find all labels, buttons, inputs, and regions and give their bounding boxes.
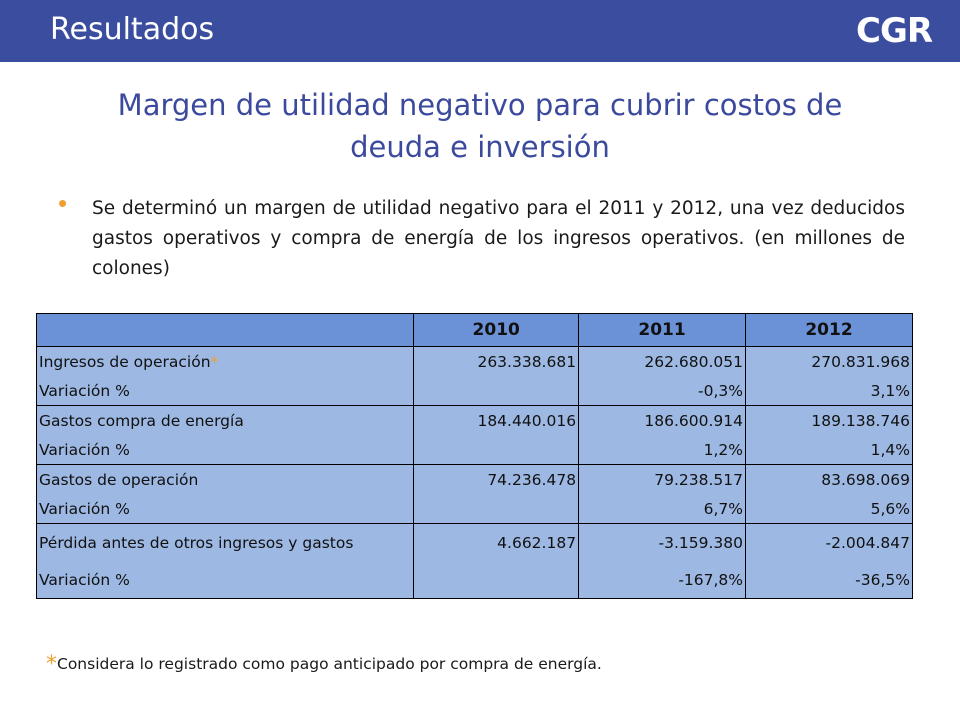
header-cell-2010: 2010 — [413, 313, 580, 347]
row-label: Variación % — [35, 435, 415, 465]
table-header-row: 2010 2011 2012 — [35, 313, 913, 347]
cell-2012: 189.138.746 — [745, 405, 913, 435]
cell-2010: 184.440.016 — [413, 405, 580, 435]
table-row: Gastos compra de energía 184.440.016 186… — [35, 405, 913, 435]
cell-2012: 270.831.968 — [745, 346, 913, 376]
cell-2012: -36,5% — [745, 561, 913, 599]
header-cell-label — [35, 313, 415, 347]
table-row: Variación % 1,2% 1,4% — [35, 435, 913, 465]
header-cell-2012: 2012 — [745, 313, 913, 347]
table-row: Variación % -167,8% -36,5% — [35, 561, 913, 599]
cell-2010: 263.338.681 — [413, 346, 580, 376]
cell-2010 — [413, 561, 580, 599]
cell-2010 — [413, 376, 580, 406]
cell-2012: 5,6% — [745, 494, 913, 524]
cell-2011: 79.238.517 — [578, 464, 747, 494]
footnote: *Considera lo registrado como pago antic… — [46, 652, 602, 677]
cell-2011: 1,2% — [578, 435, 747, 465]
header-bar: Resultados CGR — [0, 0, 960, 62]
slide-title-line-2: deuda e inversión — [350, 130, 610, 164]
slide-title-line-1: Margen de utilidad negativo para cubrir … — [117, 88, 843, 122]
cell-2012: 83.698.069 — [745, 464, 913, 494]
cell-2011: 6,7% — [578, 494, 747, 524]
section-title: Resultados — [50, 12, 215, 47]
footnote-text: Considera lo registrado como pago antici… — [57, 655, 602, 673]
cell-2010 — [413, 494, 580, 524]
cell-2011: -167,8% — [578, 561, 747, 599]
slide-title: Margen de utilidad negativo para cubrir … — [80, 84, 880, 168]
cell-2010 — [413, 435, 580, 465]
cell-2010: 74.236.478 — [413, 464, 580, 494]
results-table: 2010 2011 2012 Ingresos de operación* 26… — [35, 313, 913, 599]
row-label: Gastos compra de energía — [35, 405, 415, 435]
bullet-icon: • — [58, 188, 68, 218]
row-label: Pérdida antes de otros ingresos y gastos — [35, 523, 415, 561]
row-label: Variación % — [35, 561, 415, 599]
cell-2011: 262.680.051 — [578, 346, 747, 376]
cgr-logo: CGR — [856, 11, 933, 51]
table-row: Variación % 6,7% 5,6% — [35, 494, 913, 524]
row-label: Gastos de operación — [35, 464, 415, 494]
row-label: Variación % — [35, 494, 415, 524]
table-row: Pérdida antes de otros ingresos y gastos… — [35, 523, 913, 561]
cell-2012: 1,4% — [745, 435, 913, 465]
row-label: Ingresos de operación* — [35, 346, 415, 376]
cell-2011: -3.159.380 — [578, 523, 747, 561]
bullet-paragraph: Se determinó un margen de utilidad negat… — [92, 198, 905, 279]
cell-2011: -0,3% — [578, 376, 747, 406]
table-row: Ingresos de operación* 263.338.681 262.6… — [35, 346, 913, 376]
cell-2010: 4.662.187 — [413, 523, 580, 561]
footnote-star: * — [46, 652, 57, 677]
cell-2012: -2.004.847 — [745, 523, 913, 561]
table-row: Variación % -0,3% 3,1% — [35, 376, 913, 406]
header-cell-2011: 2011 — [578, 313, 747, 347]
cell-2011: 186.600.914 — [578, 405, 747, 435]
row-label: Variación % — [35, 376, 415, 406]
cell-2012: 3,1% — [745, 376, 913, 406]
table-row: Gastos de operación 74.236.478 79.238.51… — [35, 464, 913, 494]
footnote-marker: * — [210, 352, 219, 371]
